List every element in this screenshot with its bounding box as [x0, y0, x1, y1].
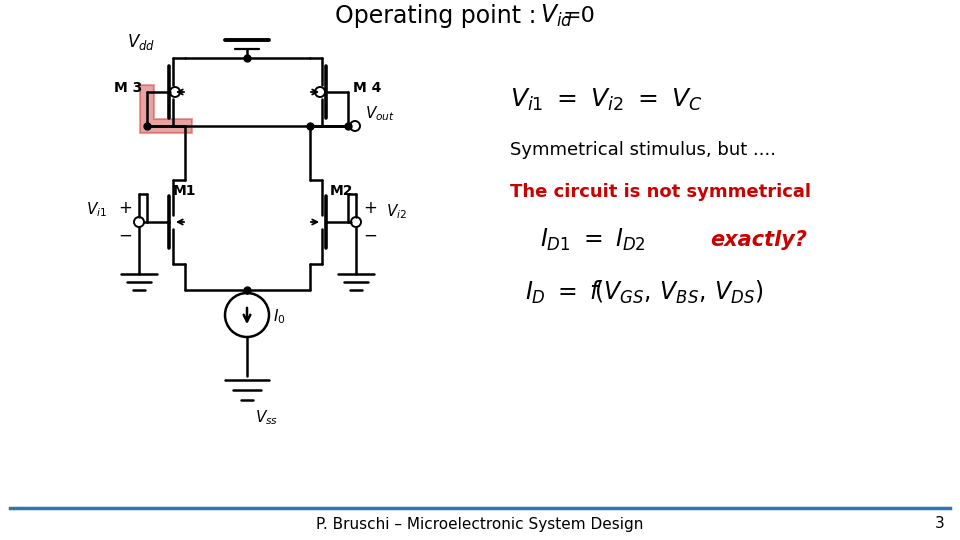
Text: $V_{out}$: $V_{out}$ — [365, 104, 396, 123]
Text: =0: =0 — [563, 6, 596, 26]
Text: Symmetrical stimulus, but ....: Symmetrical stimulus, but .... — [510, 141, 776, 159]
Text: P. Bruschi – Microelectronic System Design: P. Bruschi – Microelectronic System Desi… — [316, 516, 644, 531]
Text: $I_0$: $I_0$ — [273, 308, 286, 326]
Text: exactly?: exactly? — [710, 230, 807, 250]
Text: $V_{id}$: $V_{id}$ — [540, 3, 573, 29]
Text: −: − — [363, 227, 377, 245]
Text: $V_{i1}\ =\ V_{i2}\ =\ V_C$: $V_{i1}\ =\ V_{i2}\ =\ V_C$ — [510, 87, 703, 113]
Text: $V_{i2}$: $V_{i2}$ — [386, 202, 407, 221]
Text: M 4: M 4 — [353, 81, 381, 95]
Text: $I_{D1}\ =\ I_{D2}$: $I_{D1}\ =\ I_{D2}$ — [540, 227, 646, 253]
Text: Operating point :: Operating point : — [335, 4, 544, 28]
Text: M1: M1 — [173, 184, 197, 198]
Text: The circuit is not symmetrical: The circuit is not symmetrical — [510, 183, 811, 201]
Text: $V_{dd}$: $V_{dd}$ — [127, 32, 155, 52]
Text: 3: 3 — [935, 516, 945, 531]
Text: M 3: M 3 — [113, 81, 142, 95]
Text: +: + — [363, 199, 377, 217]
Text: $V_{ss}$: $V_{ss}$ — [255, 408, 278, 427]
Text: M2: M2 — [330, 184, 353, 198]
Text: −: − — [118, 227, 132, 245]
Polygon shape — [140, 85, 192, 133]
Text: $I_D\ =\ f\!\left(V_{GS},\,V_{BS},\,V_{DS}\right)$: $I_D\ =\ f\!\left(V_{GS},\,V_{BS},\,V_{D… — [525, 279, 763, 306]
Text: $V_{i1}$: $V_{i1}$ — [85, 201, 107, 219]
Text: +: + — [118, 199, 132, 217]
